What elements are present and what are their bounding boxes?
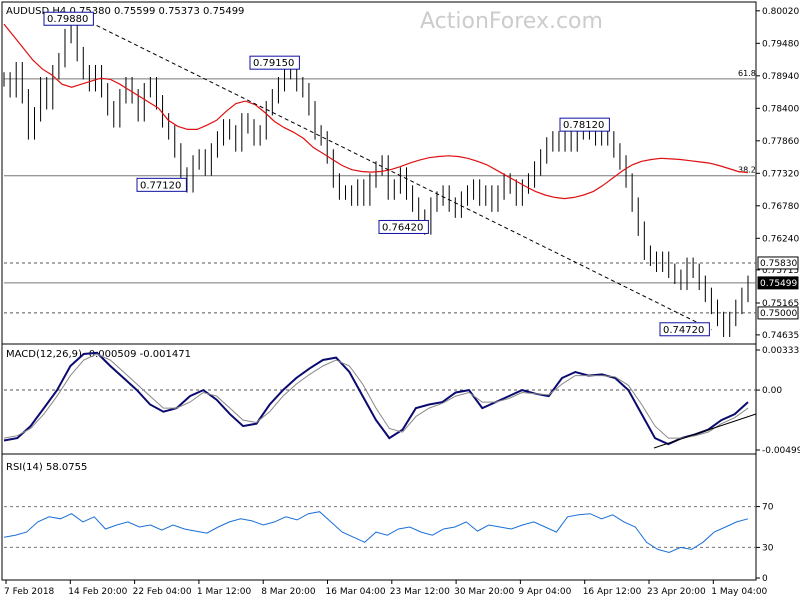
price-flag-box	[757, 276, 799, 290]
rsi-y-tick-label: 30	[762, 543, 774, 553]
moving-average-line	[3, 23, 749, 200]
price-annotation-label: 0.79150	[253, 58, 294, 69]
fib-level-label: 38.2	[738, 166, 756, 175]
price-annotation-label: 0.77120	[140, 180, 181, 191]
dashed-trendline	[83, 18, 713, 331]
x-tick-label: 22 Feb 04:00	[133, 587, 192, 597]
x-tick-label: 8 Mar 20:00	[261, 587, 316, 597]
watermark: ActionForex.com	[420, 9, 603, 34]
price-y-tick-label: 0.75165	[762, 299, 799, 309]
price-y-tick-label: 0.76780	[762, 202, 799, 212]
x-tick-label: 16 Mar 04:00	[326, 587, 386, 597]
price-annotation-label: 0.76420	[382, 222, 423, 233]
price-annotation-label: 0.74720	[663, 325, 704, 336]
price-y-tick-label: 0.75715	[762, 266, 799, 276]
price-y-tick-label: 0.78400	[762, 104, 799, 114]
price-y-tick-label: 0.76240	[762, 234, 799, 244]
rsi-panel-title: RSI(14) 58.0755	[6, 462, 87, 473]
macd-y-tick-label: 0.00	[762, 386, 782, 396]
price-flag-box	[757, 256, 799, 270]
x-tick-label: 7 Feb 2018	[4, 587, 55, 597]
price-y-tick-label: 0.77860	[762, 137, 799, 147]
x-tick-label: 9 Apr 04:00	[518, 587, 571, 597]
macd-line	[3, 351, 749, 446]
rsi-panel-frame	[1, 453, 757, 581]
rsi-y-tick-label: 70	[762, 503, 774, 513]
rsi-line	[3, 511, 749, 554]
x-tick-label: 23 Mar 12:00	[390, 587, 450, 597]
price-y-tick-label: 0.77320	[762, 169, 799, 179]
macd-y-tick-label: 0.003335	[762, 346, 800, 356]
price-annotation-box	[559, 117, 610, 132]
x-tick-label: 16 Apr 12:00	[583, 587, 642, 597]
x-tick-label: 30 Mar 20:00	[454, 587, 514, 597]
price-annotation-label: 0.78120	[563, 120, 604, 131]
price-flag-box	[757, 306, 799, 320]
price-panel-title: AUDUSD,H4 0.75380 0.75599 0.75373 0.7549…	[6, 6, 244, 17]
price-annotation-box	[659, 322, 710, 337]
x-tick-label: 1 Mar 12:00	[197, 587, 252, 597]
price-y-tick-label: 0.80020	[762, 7, 799, 17]
price-annotation-box	[249, 55, 300, 70]
price-y-tick-label: 0.74635	[762, 331, 799, 341]
x-tick-label: 1 May 04:00	[711, 587, 767, 597]
price-y-tick-label: 0.79480	[762, 39, 799, 49]
rsi-y-tick-label: 0	[762, 574, 768, 584]
price-annotation-label: 0.79880	[47, 14, 88, 25]
price-flag-label: 0.75000	[760, 309, 797, 319]
price-y-tick-label: 0.78940	[762, 72, 799, 82]
price-annotation-box	[43, 11, 94, 26]
fib-level-label: 61.8	[738, 69, 756, 78]
macd-layer	[3, 351, 757, 449]
macd-signal-line	[3, 353, 749, 439]
x-tick-label: 14 Feb 20:00	[68, 587, 127, 597]
x-tick-label: 23 Apr 20:00	[647, 587, 706, 597]
price-flag-label: 0.75499	[760, 279, 797, 289]
price-flag-label: 0.75830	[760, 259, 797, 269]
rsi-layer	[3, 506, 756, 554]
axis-layer: 0.80020 0.79480 0.78940 0.78400 0.77860 0.773…	[4, 7, 800, 597]
price-annotation-box	[136, 177, 187, 192]
price-annotation-box	[378, 219, 429, 234]
macd-y-tick-label: -0.004992	[762, 446, 800, 456]
price-layer: 61.8 38.2 0.79880 0.79150 0.77120 0.76420 0.78…	[3, 11, 756, 337]
macd-trendline	[653, 413, 757, 449]
